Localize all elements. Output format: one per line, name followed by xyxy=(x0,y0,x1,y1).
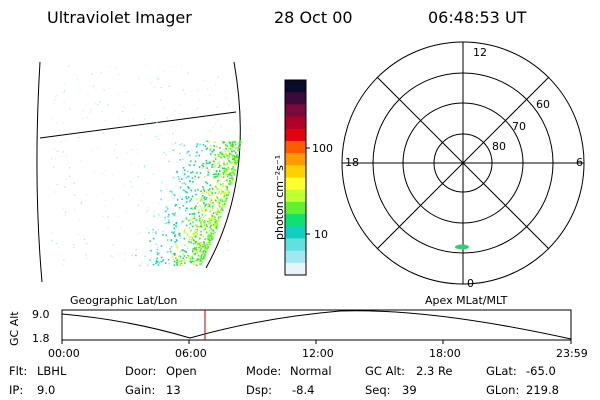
mlt-label-18: 18 xyxy=(345,156,359,169)
colorbar-cell xyxy=(285,250,306,264)
glat-label: GLat: xyxy=(486,364,517,378)
colorbar-cell xyxy=(285,165,306,178)
colorbar-cell xyxy=(285,262,306,276)
ip-label: IP: xyxy=(9,383,24,397)
dsp-label: Dsp: xyxy=(246,383,273,397)
colorbar-cell xyxy=(285,201,306,215)
x-tick-1200: 12:00 xyxy=(302,347,334,360)
auroral-emission-pixels xyxy=(50,65,242,267)
gc-alt-info-value: 2.3 Re xyxy=(416,364,453,378)
instrument-title: Ultraviolet Imager xyxy=(47,8,192,27)
colorbar-cell xyxy=(285,80,306,93)
gain-value: 13 xyxy=(166,383,181,397)
observation-time: 06:48:53 UT xyxy=(428,8,527,27)
door-value: Open xyxy=(166,364,197,378)
colorbar-cell xyxy=(285,153,306,166)
gc-alt-ymin: 1.8 xyxy=(32,332,50,345)
colorbar-cell xyxy=(285,238,306,252)
ip-value: 9.0 xyxy=(37,383,56,397)
colorbar-cell xyxy=(285,140,306,154)
colorbar-cell xyxy=(285,104,306,118)
door-label: Door: xyxy=(125,364,157,378)
polar-emission-spot xyxy=(455,244,469,250)
colorbar-cell xyxy=(285,226,306,239)
observation-date: 28 Oct 00 xyxy=(274,8,353,27)
x-tick-2359: 23:59 xyxy=(556,347,588,360)
apex-panel-title: Apex MLat/MLT xyxy=(425,294,508,307)
gc-alt-info-label: GC Alt: xyxy=(365,364,406,378)
mode-label: Mode: xyxy=(246,364,282,378)
colorbar-cell xyxy=(285,177,306,191)
dsp-value: -8.4 xyxy=(292,383,315,397)
colorbar-cell xyxy=(285,214,306,227)
x-tick-1800: 18:00 xyxy=(429,347,461,360)
lat-label-70: 70 xyxy=(512,120,526,133)
gc-alt-curve xyxy=(61,310,572,340)
geographic-panel-title: Geographic Lat/Lon xyxy=(70,294,178,307)
glon-label: GLon: xyxy=(486,383,520,397)
colorbar-tick-10: 10 xyxy=(314,228,328,241)
colorbar-tick-100: 100 xyxy=(312,142,333,155)
seq-value: 39 xyxy=(402,383,417,397)
glon-value: 219.8 xyxy=(526,383,559,397)
colorbar-cell xyxy=(285,128,306,142)
gain-label: Gain: xyxy=(125,383,156,397)
gc-alt-ymax: 9.0 xyxy=(32,308,50,321)
x-tick-0000: 00:00 xyxy=(48,347,80,360)
lat-label-80: 80 xyxy=(492,140,506,153)
lat-label-60: 60 xyxy=(536,98,550,111)
colorbar-cell xyxy=(285,92,306,105)
mlt-label-0: 0 xyxy=(467,277,474,290)
seq-label: Seq: xyxy=(365,383,391,397)
glat-value: -65.0 xyxy=(526,364,556,378)
flt-label: Flt: xyxy=(9,364,28,378)
colorbar-cell xyxy=(285,116,306,130)
colorbar-cell xyxy=(285,189,306,203)
mlt-label-12: 12 xyxy=(473,46,487,59)
flt-value: LBHL xyxy=(37,364,67,378)
gc-alt-ylabel: GC Alt xyxy=(8,311,21,346)
x-tick-0600: 06:00 xyxy=(175,347,207,360)
mlt-label-6: 6 xyxy=(576,156,583,169)
mode-value: Normal xyxy=(290,364,332,378)
